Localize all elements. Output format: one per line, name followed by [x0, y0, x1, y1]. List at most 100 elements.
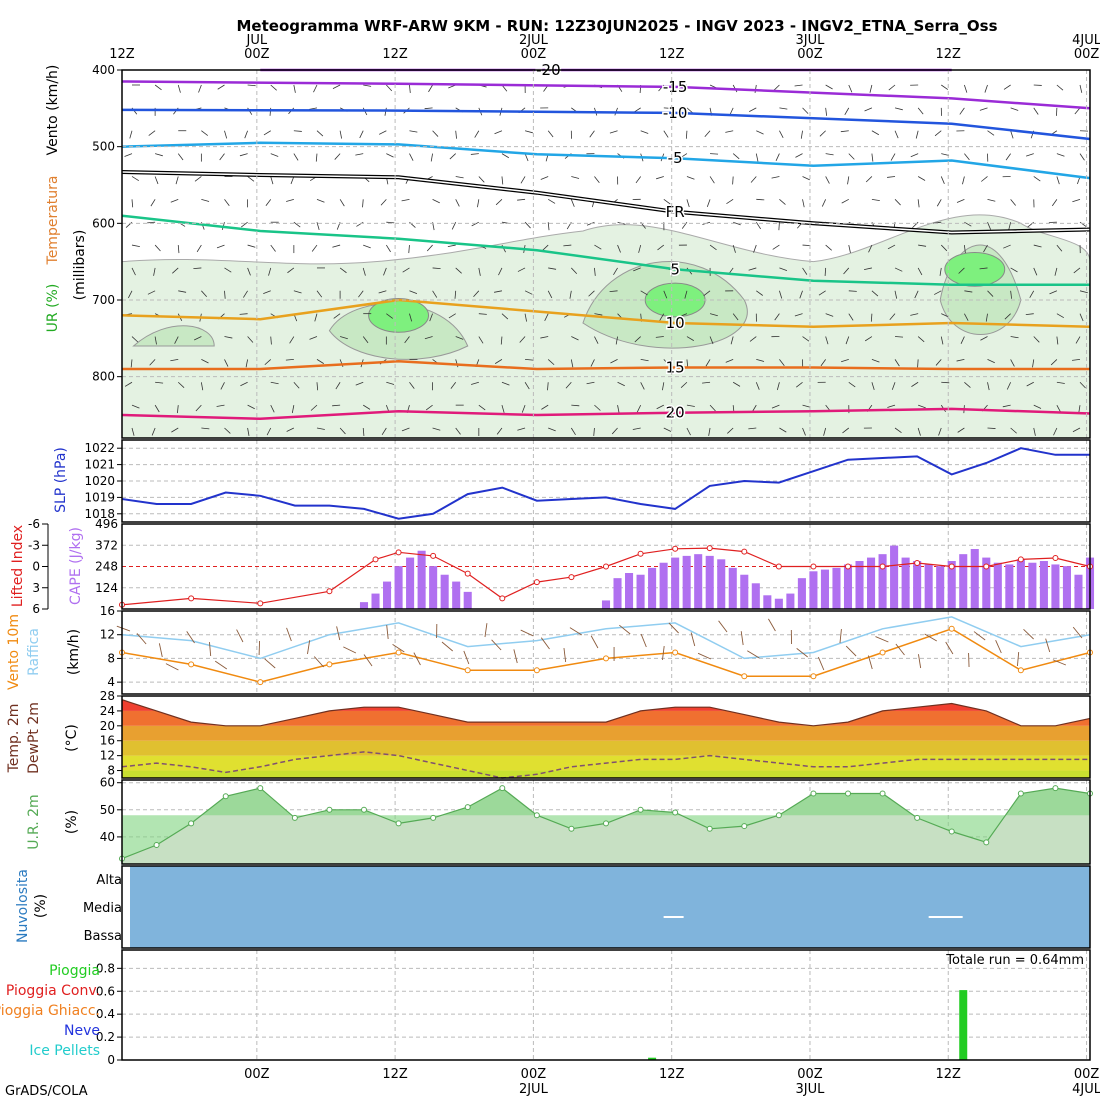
- y-tick-label: 1020: [84, 474, 115, 488]
- label-temperatura: Temperatura: [45, 176, 61, 266]
- wind-barb: [1003, 244, 1011, 249]
- rh-point: [948, 828, 955, 835]
- wind-arrow: [895, 643, 905, 656]
- wind-barb: [617, 405, 620, 414]
- wind-barb: [424, 336, 433, 340]
- wind-barb: [525, 359, 534, 361]
- wind-barb: [609, 290, 618, 293]
- wind-barb: [501, 176, 504, 185]
- wind-barb: [941, 313, 949, 318]
- label-cloud-unit: (%): [33, 894, 49, 918]
- wind-barb: [335, 382, 341, 390]
- wind-barb: [1033, 176, 1041, 182]
- wind-point: [326, 661, 333, 668]
- wind-barb: [981, 176, 988, 182]
- cape-bar: [463, 591, 472, 609]
- wind-barb: [224, 199, 230, 206]
- wind-barb: [501, 153, 510, 159]
- wind-barb: [124, 381, 133, 387]
- li-point: [533, 579, 540, 586]
- wind-barb: [339, 336, 348, 340]
- wind-barb: [264, 359, 271, 366]
- wind-barb: [432, 130, 439, 137]
- wind-arrow: [540, 637, 550, 650]
- wind-arrow: [286, 627, 292, 642]
- wind-barb: [524, 382, 530, 390]
- wind-arrow: [386, 625, 389, 640]
- rh-point: [983, 839, 990, 846]
- wind-barb: [1029, 290, 1035, 298]
- wind-barb: [771, 404, 780, 409]
- wind-barb: [1033, 267, 1038, 276]
- wind-barb: [824, 267, 827, 276]
- wind-arrow: [307, 640, 311, 655]
- rh-point: [706, 825, 713, 832]
- wind-barb: [825, 107, 828, 116]
- wind-barb: [1033, 107, 1039, 115]
- time-label-bottom: 12Z: [382, 1067, 408, 1082]
- wind-barb: [220, 382, 225, 390]
- cloud-trace: [928, 916, 963, 918]
- wind-barb: [571, 267, 578, 275]
- wind-barb: [636, 404, 642, 413]
- wind-barb: [470, 153, 479, 155]
- wind-barb: [224, 359, 229, 367]
- y-tick-label: 1021: [84, 458, 115, 472]
- wind-arrow: [236, 629, 244, 643]
- contour-line: [121, 108, 1091, 141]
- wind-barb: [825, 153, 834, 156]
- wind-point: [1017, 667, 1024, 674]
- time-label-top: 00Z: [1074, 47, 1100, 62]
- wind-barb: [1056, 84, 1064, 91]
- cape-bar: [1074, 574, 1083, 609]
- wind-arrow: [392, 643, 405, 653]
- wind-barb: [450, 382, 457, 389]
- y-tick-label: 800: [92, 370, 115, 384]
- wind-barb: [130, 359, 133, 368]
- wind-barb: [663, 130, 669, 138]
- wind-barb: [495, 199, 503, 206]
- label-wind-unit: (km/h): [66, 629, 82, 675]
- wind-barb: [216, 404, 225, 407]
- wind-barb: [594, 336, 599, 344]
- wind-barb: [455, 267, 462, 274]
- wind-arrow: [747, 650, 760, 659]
- li-point: [257, 600, 264, 607]
- precip-legend-label: Pioggia Ghiacc.: [0, 1003, 100, 1019]
- wind-barb: [131, 404, 140, 409]
- li-point: [1052, 555, 1059, 561]
- wind-barb: [779, 267, 788, 272]
- li-point: [775, 563, 782, 570]
- cape-bar: [728, 567, 737, 609]
- cape-bar: [1039, 561, 1048, 609]
- time-label-top: 12Z: [936, 47, 962, 62]
- label-millibars: (millibars): [72, 230, 88, 301]
- li-point: [948, 563, 955, 570]
- li-point: [568, 574, 575, 581]
- wind-barb: [270, 84, 277, 91]
- time-label-top: 12Z: [109, 47, 135, 62]
- wind-barb: [656, 404, 664, 410]
- wind-barb: [871, 382, 875, 391]
- wind-barb: [286, 198, 294, 202]
- wind-barb: [517, 267, 526, 272]
- cape-bar: [671, 557, 680, 609]
- wind-arrow: [867, 655, 873, 670]
- cape-bar: [947, 561, 956, 609]
- panel-frame: [121, 949, 1091, 1061]
- wind-barb: [247, 336, 254, 343]
- wind-barb: [247, 84, 256, 87]
- wind-barb: [263, 130, 271, 136]
- wind-barb: [177, 381, 185, 389]
- y-tick-label: 1018: [84, 507, 115, 521]
- wind-barb: [663, 359, 670, 366]
- wind-barb: [709, 404, 716, 412]
- wind-barb: [983, 244, 988, 253]
- wind-barb: [686, 107, 694, 114]
- wind-barb: [871, 359, 880, 363]
- wind-barb: [154, 84, 162, 91]
- cape-bar: [843, 564, 853, 609]
- wind-barb: [750, 176, 757, 183]
- cape-bar: [867, 557, 876, 609]
- li-tick-label: 3: [32, 581, 40, 595]
